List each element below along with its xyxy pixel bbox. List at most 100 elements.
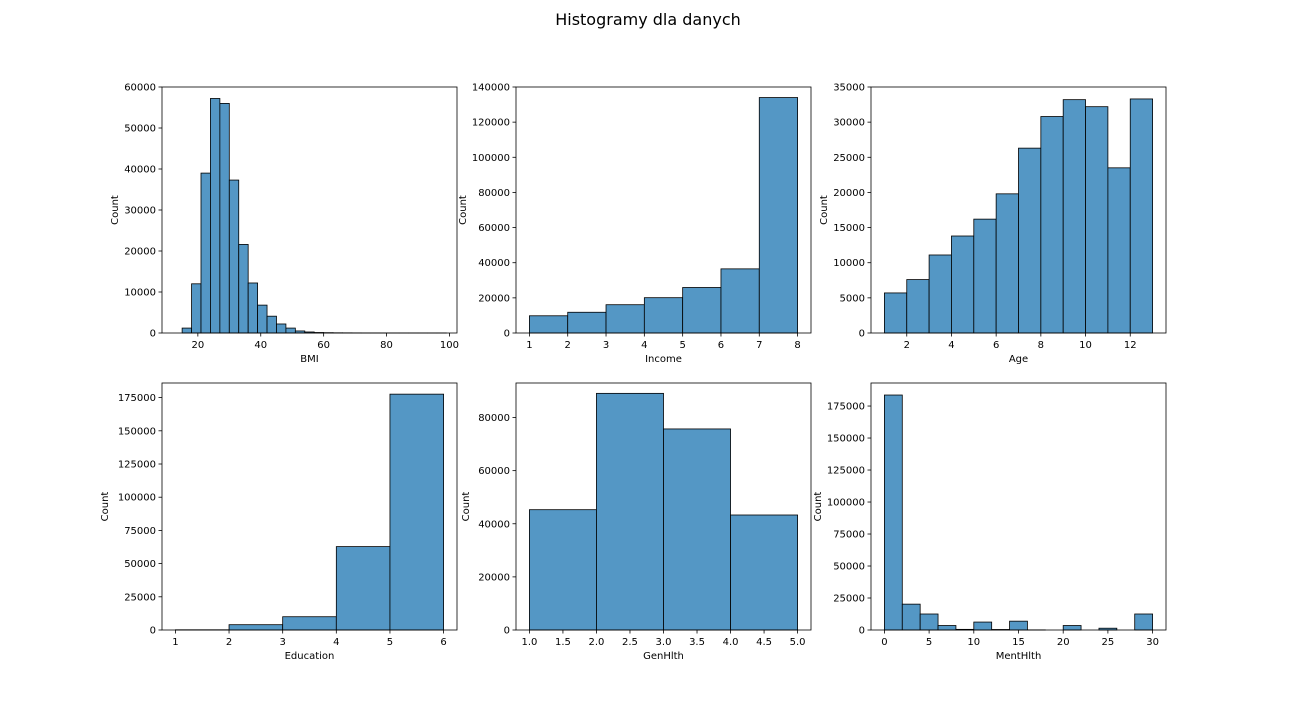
histogram-2: 2 4 6 8 10 12 0 5000 10000 15000 20000 25000 30000 35… [819, 83, 1167, 365]
histogram-bar [389, 393, 444, 631]
x-tick-label: 40 [254, 340, 267, 351]
x-tick-label: 12 [1124, 340, 1137, 351]
histogram-bar [1062, 99, 1086, 334]
y-tick-label: 0 [859, 626, 865, 637]
x-tick-label: 4 [333, 637, 339, 648]
x-tick-label: 4 [948, 340, 954, 351]
bars-2 [884, 98, 1153, 334]
axes-frame [161, 382, 458, 631]
bars-1 [529, 97, 798, 334]
y-tick-label: 0 [859, 329, 865, 340]
bars-3 [175, 393, 444, 631]
x-tick-label: 15 [1012, 637, 1025, 648]
axes-frame [870, 382, 1167, 631]
y-tick-label: 50000 [124, 559, 156, 570]
y-tick-label: 140000 [472, 83, 510, 94]
y-tick-label: 50000 [833, 562, 865, 573]
histogram-bar [210, 98, 221, 334]
x-tick-label: 2 [904, 340, 910, 351]
histogram-bar [730, 514, 798, 631]
y-tick-label: 25000 [124, 592, 156, 603]
y-tick-label: 125000 [827, 466, 865, 477]
y-tick-label: 0 [150, 626, 156, 637]
x-tick-label: 1 [526, 340, 532, 351]
histogram-1: 1 2 3 4 5 6 7 8 0 20000 40000 60000 80000 100000 12000… [458, 83, 812, 365]
histogram-bar [919, 613, 939, 631]
x-tick-label: 8 [794, 340, 800, 351]
x-tick-label: 6 [718, 340, 724, 351]
y-tick-label: 35000 [833, 83, 865, 94]
histogram-bar [884, 394, 903, 631]
histogram-bar [247, 282, 259, 334]
y-tick-label: 0 [504, 329, 510, 340]
axes-frame [870, 86, 1167, 334]
axes-frame [515, 86, 812, 334]
y-tick-label: 0 [150, 329, 156, 340]
y-tick-label: 40000 [478, 258, 510, 269]
x-tick-label: 2 [226, 637, 232, 648]
y-tick-label: 75000 [833, 530, 865, 541]
x-tick-label: 6 [993, 340, 999, 351]
x-tick-label: 25 [1102, 637, 1115, 648]
y-axis-label: Count [461, 492, 472, 522]
y-tick-label: 125000 [118, 460, 156, 471]
y-tick-label: 80000 [478, 188, 510, 199]
histogram-bar [663, 428, 731, 631]
histogram-bar [1018, 147, 1042, 334]
histogram-bar [928, 254, 952, 334]
y-tick-label: 100000 [118, 493, 156, 504]
histogram-bar [720, 268, 760, 334]
x-axis-label: GenHlth [643, 651, 684, 662]
histogram-bar [529, 315, 569, 334]
histogram-bar [1085, 106, 1109, 334]
histogram-bar [238, 244, 249, 334]
x-tick-label: 7 [756, 340, 762, 351]
y-tick-label: 120000 [472, 118, 510, 129]
y-tick-label: 50000 [124, 124, 156, 135]
histogram-bar [228, 624, 284, 631]
histogram-bar [643, 297, 684, 334]
y-tick-label: 100000 [827, 498, 865, 509]
y-axis-label: Count [110, 195, 121, 225]
x-tick-label: 5 [679, 340, 685, 351]
x-tick-label: 4.5 [756, 637, 772, 648]
x-tick-label: 10 [1079, 340, 1092, 351]
histogram-bar [937, 625, 957, 631]
histogram-bar [1107, 167, 1131, 334]
x-tick-label: 3.5 [689, 637, 705, 648]
histogram-bar [1134, 613, 1153, 631]
y-tick-label: 60000 [124, 83, 156, 94]
histogram-bar [257, 304, 268, 334]
histogram-bar [335, 546, 391, 631]
y-tick-label: 20000 [478, 293, 510, 304]
x-axis-label: MentHlth [996, 651, 1042, 662]
histogram-bar [200, 172, 211, 334]
histogram-4: 1.0 1.5 2.0 2.5 3.0 3.5 4.0 4.5 5.0 0 20000 40000 60… [461, 382, 812, 662]
histogram-5: 0 5 10 15 20 25 30 0 25000 50000 75000 100000 125000… [813, 382, 1167, 662]
x-tick-label: 3.0 [656, 637, 672, 648]
histogram-bar [285, 327, 296, 334]
y-tick-label: 20000 [124, 247, 156, 258]
histogram-bar [951, 235, 975, 334]
bars-0 [181, 98, 447, 334]
x-axis-label: Income [645, 354, 682, 365]
bars-5 [884, 394, 1153, 631]
histogram-bar [567, 311, 607, 334]
x-tick-label: 1 [172, 637, 178, 648]
histogram-bar [995, 193, 1019, 334]
x-tick-label: 2 [565, 340, 571, 351]
histogram-bar [973, 218, 997, 334]
y-tick-label: 175000 [118, 393, 156, 404]
histogram-bar [181, 327, 192, 334]
bars-4 [529, 392, 798, 631]
x-tick-label: 20 [191, 340, 204, 351]
y-tick-label: 10000 [124, 288, 156, 299]
y-tick-label: 150000 [827, 434, 865, 445]
histogram-bar [596, 392, 664, 631]
x-axis-label: BMI [300, 354, 318, 365]
histogram-bar [266, 315, 277, 334]
histogram-bar [906, 279, 930, 334]
y-axis-label: Count [100, 492, 111, 522]
y-tick-label: 30000 [833, 118, 865, 129]
